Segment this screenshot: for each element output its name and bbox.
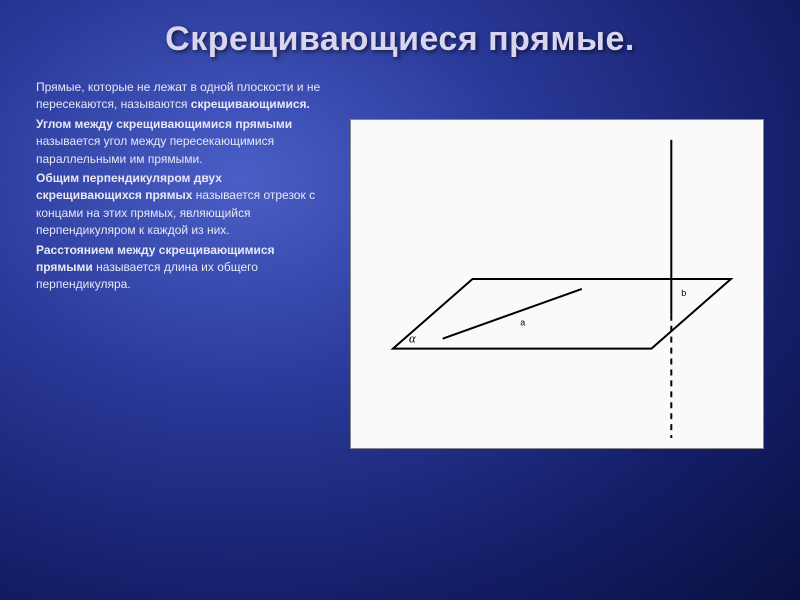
diagram-svg: a b α	[351, 120, 763, 448]
p2b: называется угол между пересекающимися па…	[36, 134, 274, 165]
para-1: Прямые, которые не лежат в одной плоскос…	[36, 79, 326, 114]
label-plane: α	[409, 331, 416, 346]
diagram-panel: a b α	[350, 119, 764, 449]
text-column: Прямые, которые не лежат в одной плоскос…	[36, 79, 326, 449]
content-row: Прямые, которые не лежат в одной плоскос…	[0, 71, 800, 449]
para-2: Углом между скрещивающимися прямыми назы…	[36, 116, 326, 168]
line-a	[443, 289, 582, 339]
p2a: Углом между скрещивающимися прямыми	[36, 117, 292, 131]
para-4: Расстоянием между скрещивающимися прямым…	[36, 242, 326, 294]
page-title: Скрещивающиеся прямые.	[0, 0, 800, 71]
label-b: b	[681, 288, 686, 298]
label-a: a	[520, 318, 525, 328]
p1b: скрещивающимися.	[191, 97, 310, 111]
para-3: Общим перпендикуляром двух скрещивающихс…	[36, 170, 326, 240]
